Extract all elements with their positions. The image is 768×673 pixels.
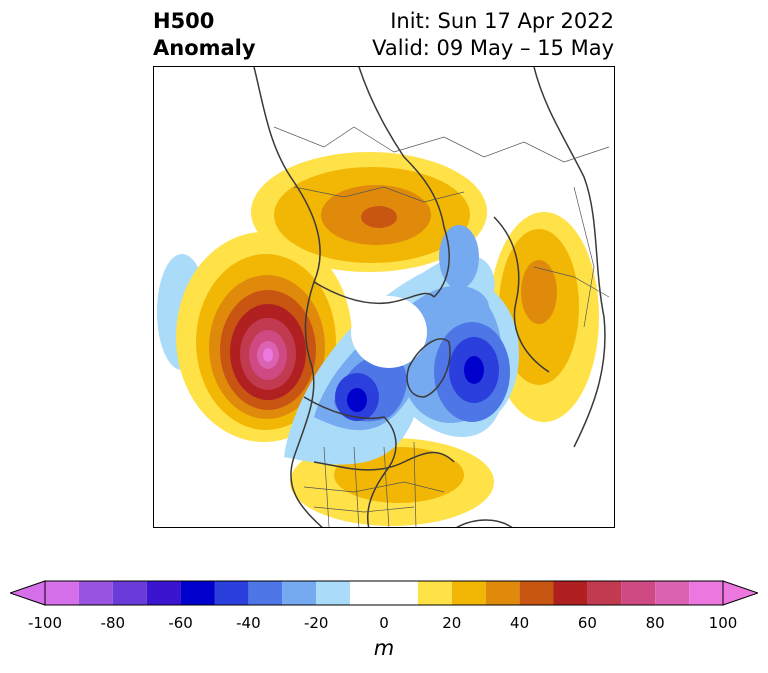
colorbar-bin [282,581,317,605]
colorbar-extend-max [722,580,758,606]
colorbar-bin [689,581,723,605]
colorbar-bin [214,581,249,605]
colorbar-bin [45,581,79,605]
colorbar [10,580,758,606]
variable-label: H500 [153,9,215,33]
anomaly-map [157,67,610,527]
field-type-label: Anomaly [153,36,256,60]
colorbar-bin [180,581,215,605]
colorbar-bin [248,581,283,605]
colorbar-bin [451,581,486,605]
colorbar-tick-label: 40 [510,614,530,632]
title-right: Init: Sun 17 Apr 2022 Valid: 09 May – 15… [372,8,614,62]
colorbar-bin [587,581,622,605]
colorbar-tick-label: 20 [442,614,462,632]
colorbar-tick-label: -80 [100,614,126,632]
colorbar-tick-label: -20 [303,614,329,632]
colorbar-tick-label: -60 [168,614,193,632]
colorbar-bin [78,581,113,605]
anomaly-siberia [251,152,487,272]
valid-range-label: Valid: 09 May – 15 May [372,36,614,60]
colorbar-bins [45,581,723,605]
colorbar-bin [112,581,147,605]
init-date-label: Init: Sun 17 Apr 2022 [390,9,614,33]
colorbar-tick-label: -100 [27,614,63,632]
colorbar-extend-min [10,580,46,606]
colorbar-bin [316,581,351,605]
map-panel [153,66,615,528]
colorbar-bin [553,581,588,605]
colorbar-bin [519,581,554,605]
colorbar-tick-label: 0 [379,614,389,632]
colorbar-units-label: m [373,636,395,660]
colorbar-bin [146,581,181,605]
colorbar-tick-label: 80 [645,614,665,632]
colorbar-bin [621,581,656,605]
colorbar-tick-label: 60 [577,614,597,632]
country-borders [273,126,610,527]
title-left: H500 Anomaly [153,8,256,62]
colorbar-tick-label: -40 [236,614,261,632]
anomaly-field [157,152,599,526]
anomaly-near-zero-pole [351,296,427,368]
colorbar-bin [350,581,418,605]
colorbar-bin [655,581,690,605]
colorbar-outline [44,580,724,606]
coastlines [253,67,606,527]
colorbar-tick-label: 100 [708,614,738,632]
colorbar-bin [485,581,520,605]
colorbar-bin [417,581,452,605]
